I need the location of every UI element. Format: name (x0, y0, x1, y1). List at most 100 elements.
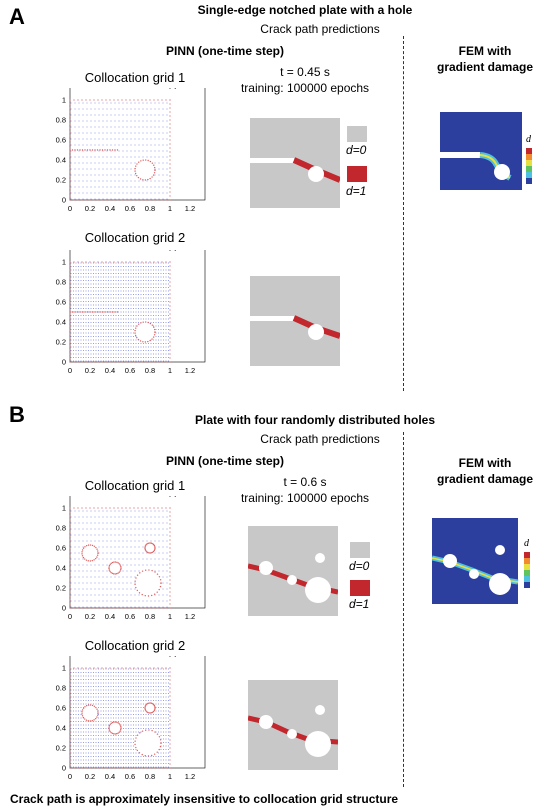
legend-boundary-points: Boundary points (145, 250, 192, 252)
panel-b-pinn-heading: PINN (one-time step) (165, 454, 284, 468)
x-tick-label: 1.2 (185, 772, 195, 781)
legend-boundary-points: Boundary points (145, 656, 192, 658)
x-tick-label: 0 (68, 772, 72, 781)
panel-a-fem-plot: d (440, 112, 532, 190)
panel-a-legend-d0: d=0 (346, 143, 367, 157)
y-tick-label: 0 (62, 196, 66, 205)
panel-a-grid1-title: Collocation grid 1 (84, 70, 186, 85)
panel-b-fem-colorbar-label: d (524, 538, 530, 549)
scatter-legend: Domain pointsBoundary points (145, 656, 192, 658)
panel-a-legend-intact-swatch (347, 126, 367, 142)
panel-letter-b: B (9, 402, 25, 427)
y-tick-label: 0.2 (56, 744, 66, 753)
x-tick-label: 0.6 (125, 366, 135, 375)
x-tick-label: 0.2 (85, 366, 95, 375)
y-tick-label: 0 (62, 604, 66, 613)
y-tick-label: 0.4 (56, 156, 66, 165)
panel-a-fem-heading-1: FEM with (458, 44, 512, 58)
x-tick-label: 0.8 (145, 204, 155, 213)
panel-letter-a: A (9, 4, 25, 29)
panel-a-fem-colorbar-label: d (526, 134, 532, 145)
panel-b-grid1-title: Collocation grid 1 (84, 478, 186, 493)
x-tick-label: 0.2 (85, 612, 95, 621)
boundary-points (69, 261, 171, 363)
x-tick-label: 1 (168, 772, 172, 781)
panel-b-legend-d0: d=0 (349, 559, 370, 573)
domain-points (70, 668, 169, 768)
y-tick-label: 0 (62, 764, 66, 773)
x-tick-label: 1 (168, 204, 172, 213)
panel-a-pinn-heading: PINN (one-time step) (165, 44, 284, 58)
scatter-axes (69, 88, 206, 201)
y-tick-label: 0.6 (56, 544, 66, 553)
boundary-points (69, 667, 171, 769)
boundary-points (69, 507, 171, 609)
y-tick-label: 0.8 (56, 278, 66, 287)
x-tick-label: 0 (68, 612, 72, 621)
scatter-axes (69, 250, 206, 363)
panel-b-fem-heading-2: gradient damage (436, 472, 534, 486)
panel-a-title: Single-edge notched plate with a hole (197, 3, 413, 17)
panel-b-grid2-title: Collocation grid 2 (84, 638, 186, 653)
domain-points (70, 102, 168, 200)
panel-b-pinn-crack-2 (248, 680, 338, 770)
panel-b-training-label: training: 100000 epochs (240, 491, 370, 505)
figure-footer: Crack path is approximately insensitive … (10, 792, 399, 806)
panel-a-grid2-scatter: 00.20.40.60.811.200.20.40.60.811.2Domain… (56, 250, 206, 375)
legend-boundary-points: Boundary points (145, 88, 192, 90)
x-tick-label: 1.2 (185, 366, 195, 375)
y-tick-label: 1 (62, 504, 66, 513)
domain-points (70, 510, 168, 608)
panel-b-grid1-scatter: 00.20.40.60.811.200.20.40.60.811.2Domain… (56, 496, 206, 621)
panel-a-pinn-crack-1 (250, 118, 340, 208)
y-tick-label: 0.2 (56, 176, 66, 185)
y-tick-label: 0.4 (56, 318, 66, 327)
panel-a-grid1-scatter: 00.20.40.60.811.200.20.40.60.811.2Domain… (56, 88, 206, 213)
scatter-legend: Domain pointsBoundary points (145, 250, 192, 252)
panel-a-subtitle: Crack path predictions (260, 22, 380, 36)
panel-b-legend-intact-swatch (350, 542, 370, 558)
y-tick-label: 1 (62, 258, 66, 267)
x-tick-label: 0.4 (105, 612, 115, 621)
y-tick-label: 0 (62, 358, 66, 367)
panel-b-fem-plot: d (432, 518, 530, 604)
panel-b-subtitle: Crack path predictions (260, 432, 380, 446)
y-tick-label: 0.8 (56, 116, 66, 125)
y-tick-label: 0.4 (56, 724, 66, 733)
x-tick-label: 0 (68, 204, 72, 213)
y-tick-label: 0.4 (56, 564, 66, 573)
scatter-axes (69, 496, 206, 609)
x-tick-label: 0.6 (125, 612, 135, 621)
panel-b-pinn-crack-1 (248, 526, 338, 616)
panel-a-time-label: t = 0.45 s (280, 65, 330, 79)
panel-b-title: Plate with four randomly distributed hol… (194, 413, 436, 427)
y-tick-label: 0.6 (56, 136, 66, 145)
domain-points (70, 262, 169, 362)
section-divider-b (403, 432, 404, 787)
x-tick-label: 0.8 (145, 612, 155, 621)
scatter-legend: Domain pointsBoundary points (145, 88, 192, 90)
y-tick-label: 1 (62, 664, 66, 673)
y-tick-label: 0.8 (56, 524, 66, 533)
x-tick-label: 0 (68, 366, 72, 375)
x-tick-label: 0.2 (85, 772, 95, 781)
x-tick-label: 1 (168, 366, 172, 375)
y-tick-label: 0.6 (56, 298, 66, 307)
y-tick-label: 0.6 (56, 704, 66, 713)
panel-b-grid2-scatter: 00.20.40.60.811.200.20.40.60.811.2Domain… (56, 656, 206, 781)
panel-a-legend-d1: d=1 (346, 184, 367, 198)
panel-a-legend-damaged-swatch (347, 166, 367, 182)
x-tick-label: 0.8 (145, 366, 155, 375)
x-tick-label: 0.4 (105, 204, 115, 213)
panel-b-legend-damaged-swatch (350, 580, 370, 596)
scatter-axes (69, 656, 206, 769)
legend-boundary-points: Boundary points (145, 496, 192, 498)
x-tick-label: 1.2 (185, 612, 195, 621)
x-tick-label: 0.8 (145, 772, 155, 781)
panel-a-pinn-crack-2 (250, 276, 340, 366)
x-tick-label: 1 (168, 612, 172, 621)
panel-b-legend-d1: d=1 (349, 597, 370, 611)
x-tick-label: 0.4 (105, 366, 115, 375)
panel-b-fem-colorbar (524, 552, 530, 588)
panel-a-training-label: training: 100000 epochs (240, 81, 370, 95)
